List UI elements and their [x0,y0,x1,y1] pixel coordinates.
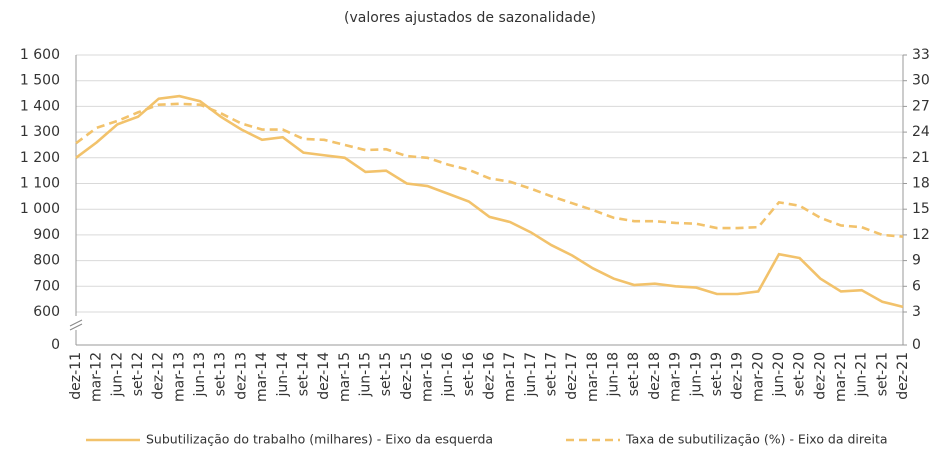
x-tick-label: mar-21 [833,352,849,402]
y2-tick-label: 9 [912,253,921,269]
x-tick-label: dez-19 [730,352,746,400]
x-tick-label: jun-12 [109,352,125,398]
x-tick-label: jun-20 [771,352,787,398]
x-tick-label: jun-17 [523,352,539,398]
x-tick-label: jun-21 [854,352,870,398]
chart-title: (valores ajustados de sazonalidade) [344,10,596,26]
y2-tick-label: 12 [912,227,930,243]
y-tick-label: 1 000 [20,201,60,217]
x-tick-label: jun-14 [275,352,291,398]
x-tick-label: jun-16 [440,352,456,398]
x-tick-label: jun-19 [688,352,704,398]
x-tick-label: set-14 [295,352,311,396]
y-tick-label: 1 300 [20,124,60,140]
y-tick-label: 900 [33,227,60,243]
x-tick-label: dez-20 [812,352,828,400]
y2-tick-label: 24 [912,124,930,140]
x-tick-label: mar-14 [254,352,270,402]
x-tick-label: mar-18 [585,352,601,402]
x-tick-label: mar-20 [750,352,766,402]
y-tick-label: 600 [33,304,60,320]
x-tick-label: set-20 [792,352,808,396]
y2-tick-label: 15 [912,201,930,217]
x-tick-label: dez-12 [151,352,167,400]
y-tick-label: 0 [51,337,60,353]
x-tick-label: mar-16 [419,352,435,402]
x-tick-label: dez-21 [895,352,911,400]
y2-tick-label: 18 [912,176,930,192]
axis-break [69,323,83,331]
x-tick-label: jun-18 [606,352,622,398]
y2-tick-label: 6 [912,278,921,294]
x-tick-label: set-16 [461,352,477,396]
y-tick-label: 1 500 [20,73,60,89]
y-tick-label: 800 [33,253,60,269]
y2-tick-label: 30 [912,73,930,89]
x-tick-label: set-15 [378,352,394,396]
x-tick-label: dez-16 [482,352,498,400]
x-tick-label: dez-17 [564,352,580,400]
x-tick-label: mar-15 [337,352,353,402]
series-line [75,102,904,238]
x-tick-label: jun-13 [192,352,208,398]
y2-tick-label: 3 [912,304,921,320]
x-tick-label: mar-13 [171,352,187,402]
y-tick-label: 700 [33,278,60,294]
x-tick-label: dez-15 [399,352,415,400]
x-tick-label: mar-19 [668,352,684,402]
x-tick-label: set-18 [626,352,642,396]
y2-tick-label: 0 [912,337,921,353]
y-tick-label: 1 200 [20,150,60,166]
y2-tick-label: 21 [912,150,930,166]
x-tick-label: mar-12 [89,352,105,402]
x-tick-label: dez-14 [316,352,332,400]
x-tick-label: set-17 [544,352,560,396]
x-tick-label: set-12 [130,352,146,396]
y2-tick-label: 33 [912,47,930,63]
x-tick-label: jun-15 [357,352,373,398]
y-tick-label: 1 100 [20,176,60,192]
x-tick-label: dez-11 [68,352,84,400]
legend-label: Subutilização do trabalho (milhares) - E… [146,432,493,447]
axis-break [69,319,83,327]
x-tick-label: mar-17 [502,352,518,402]
x-tick-label: set-21 [874,352,890,396]
y2-tick-label: 27 [912,98,930,114]
x-tick-label: set-19 [709,352,725,396]
legend-label: Taxa de subutilização (%) - Eixo da dire… [625,432,888,447]
x-tick-label: dez-18 [647,352,663,400]
x-tick-label: set-13 [213,352,229,396]
y-tick-label: 1 400 [20,98,60,114]
y-tick-label: 1 600 [20,47,60,63]
x-tick-label: dez-13 [233,352,249,400]
